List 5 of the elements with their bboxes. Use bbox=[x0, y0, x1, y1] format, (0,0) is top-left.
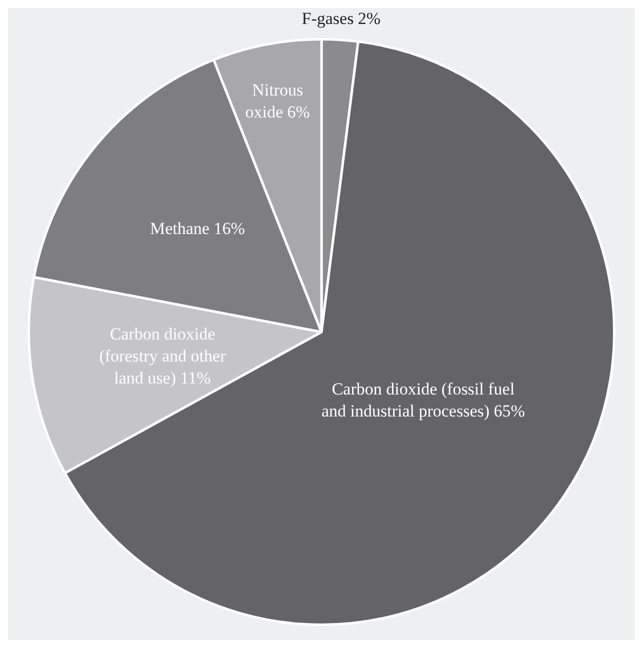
slice-label: F-gases 2% bbox=[302, 8, 381, 28]
slice-label: Nitrous oxide 6% bbox=[245, 80, 310, 122]
slice-label: Methane 16% bbox=[150, 218, 245, 238]
slice-label: Carbon dioxide (fossil fuel and industrial processes) 65% bbox=[321, 380, 525, 421]
slice-label: Carbon dioxide (forestry and other land use) 11% bbox=[99, 324, 226, 388]
